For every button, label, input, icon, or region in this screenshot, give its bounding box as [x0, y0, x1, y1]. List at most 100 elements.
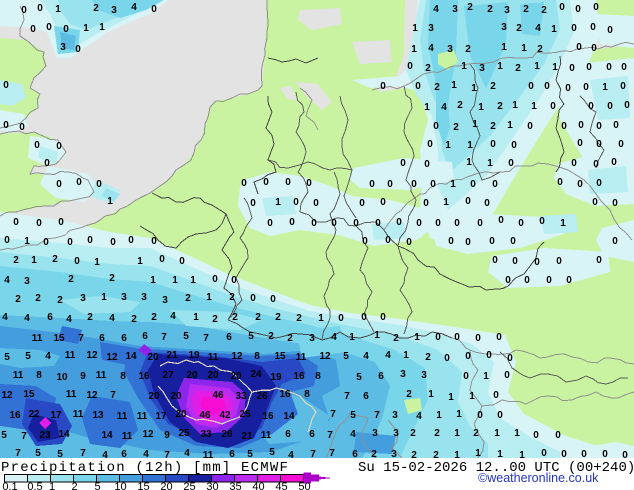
- svg-text:0: 0: [578, 120, 584, 131]
- svg-text:20: 20: [148, 391, 160, 402]
- svg-text:0: 0: [620, 81, 626, 92]
- svg-text:0: 0: [524, 275, 530, 286]
- svg-text:0: 0: [415, 81, 421, 92]
- svg-text:0: 0: [128, 235, 134, 246]
- svg-text:5: 5: [350, 410, 356, 421]
- svg-text:1: 1: [411, 44, 417, 55]
- svg-text:5: 5: [356, 372, 362, 383]
- svg-text:0: 0: [507, 353, 513, 364]
- svg-text:0: 0: [3, 80, 9, 91]
- svg-text:6: 6: [226, 332, 232, 343]
- svg-text:12: 12: [142, 429, 154, 440]
- svg-text:0: 0: [267, 218, 273, 229]
- svg-text:0: 0: [380, 81, 386, 92]
- svg-text:2: 2: [185, 293, 191, 304]
- svg-text:3: 3: [24, 276, 30, 287]
- svg-text:0: 0: [606, 62, 612, 73]
- svg-text:0: 0: [596, 139, 602, 150]
- svg-text:0: 0: [424, 159, 430, 170]
- svg-text:25: 25: [183, 481, 195, 490]
- svg-text:6: 6: [363, 391, 369, 402]
- svg-text:3: 3: [391, 449, 397, 460]
- svg-text:0: 0: [241, 178, 247, 189]
- svg-text:7: 7: [15, 448, 21, 459]
- svg-text:17: 17: [50, 410, 62, 421]
- svg-text:4: 4: [441, 102, 447, 113]
- svg-text:0: 0: [618, 139, 624, 150]
- svg-text:26: 26: [221, 429, 233, 440]
- svg-text:7: 7: [327, 430, 333, 441]
- svg-text:0: 0: [602, 449, 608, 460]
- svg-text:2: 2: [268, 331, 274, 342]
- svg-text:2: 2: [131, 314, 137, 325]
- svg-text:1: 1: [424, 102, 430, 113]
- svg-text:0: 0: [151, 236, 157, 247]
- svg-text:0: 0: [586, 62, 592, 73]
- svg-text:20: 20: [230, 371, 242, 382]
- svg-text:2: 2: [13, 255, 19, 266]
- svg-text:0: 0: [561, 121, 567, 132]
- svg-text:1: 1: [501, 42, 507, 53]
- svg-text:0: 0: [362, 236, 368, 247]
- svg-text:16: 16: [262, 411, 274, 422]
- svg-text:4: 4: [535, 23, 541, 34]
- svg-text:0: 0: [400, 158, 406, 169]
- svg-text:1: 1: [512, 100, 518, 111]
- svg-text:4: 4: [45, 351, 51, 362]
- svg-text:1: 1: [190, 275, 196, 286]
- svg-text:0: 0: [231, 275, 237, 286]
- svg-text:0: 0: [583, 82, 589, 93]
- svg-text:5: 5: [25, 351, 31, 362]
- svg-text:7: 7: [21, 431, 27, 442]
- svg-text:3: 3: [428, 23, 434, 34]
- svg-text:0: 0: [596, 178, 602, 189]
- svg-text:0: 0: [369, 179, 375, 190]
- svg-text:0: 0: [56, 141, 62, 152]
- svg-text:4: 4: [184, 448, 190, 459]
- svg-text:0: 0: [591, 43, 597, 54]
- svg-text:2: 2: [406, 389, 412, 400]
- svg-text:33: 33: [235, 391, 247, 402]
- svg-text:5: 5: [35, 448, 41, 459]
- svg-text:2: 2: [275, 312, 281, 323]
- svg-text:2: 2: [425, 63, 431, 74]
- svg-text:0: 0: [454, 332, 460, 343]
- svg-text:0: 0: [596, 121, 602, 132]
- svg-text:1: 1: [49, 481, 55, 490]
- svg-text:2: 2: [87, 312, 93, 323]
- svg-text:7: 7: [164, 450, 170, 461]
- svg-text:0: 0: [465, 351, 471, 362]
- svg-text:0: 0: [590, 22, 596, 33]
- svg-text:0: 0: [607, 101, 613, 112]
- svg-text:1: 1: [412, 23, 418, 34]
- svg-text:2: 2: [490, 121, 496, 132]
- svg-text:3: 3: [372, 428, 378, 439]
- svg-text:1: 1: [428, 389, 434, 400]
- svg-text:46: 46: [212, 390, 224, 401]
- svg-text:0: 0: [612, 198, 618, 209]
- svg-text:2: 2: [229, 292, 235, 303]
- svg-text:0: 0: [566, 275, 572, 286]
- svg-text:0: 0: [546, 275, 552, 286]
- svg-text:0: 0: [444, 353, 450, 364]
- svg-text:0: 0: [504, 370, 510, 381]
- svg-text:9: 9: [80, 371, 86, 382]
- svg-text:7: 7: [110, 390, 116, 401]
- svg-text:0: 0: [613, 120, 619, 131]
- svg-text:20: 20: [175, 409, 187, 420]
- svg-text:2: 2: [434, 82, 440, 93]
- svg-text:50: 50: [298, 481, 310, 490]
- svg-text:11: 11: [137, 411, 148, 422]
- svg-text:5: 5: [57, 449, 63, 460]
- svg-text:0: 0: [96, 179, 102, 190]
- svg-text:0: 0: [63, 24, 69, 35]
- svg-text:0: 0: [541, 448, 547, 459]
- svg-text:2: 2: [232, 312, 238, 323]
- svg-text:2: 2: [490, 81, 496, 92]
- svg-text:0: 0: [561, 449, 567, 460]
- svg-text:0: 0: [411, 179, 417, 190]
- svg-text:0: 0: [607, 25, 613, 36]
- svg-text:2: 2: [457, 100, 463, 111]
- svg-text:0: 0: [486, 350, 492, 361]
- svg-text:1: 1: [551, 24, 557, 35]
